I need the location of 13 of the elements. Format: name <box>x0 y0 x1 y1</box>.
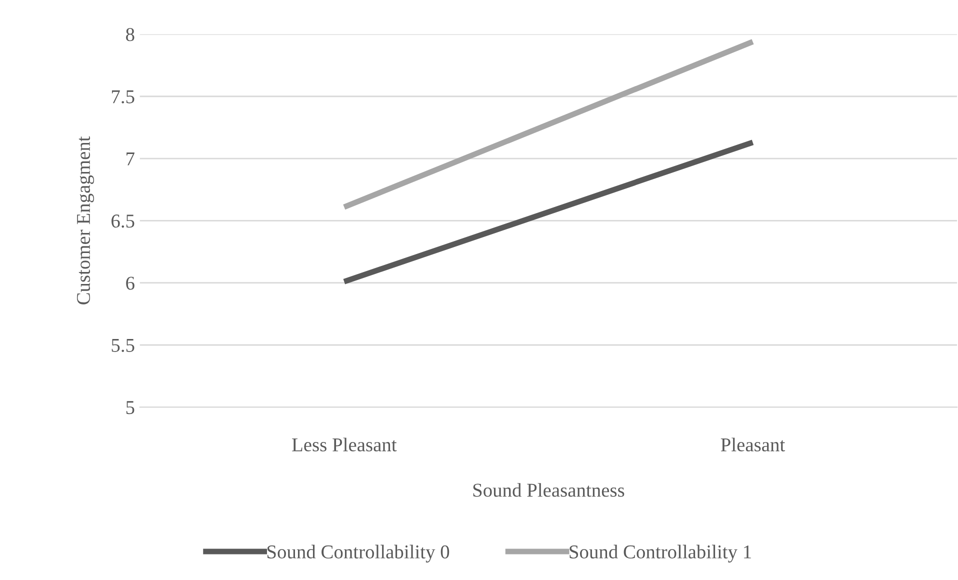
legend-label: Sound Controllability 0 <box>267 544 450 562</box>
y-tick-label: 8 <box>126 28 134 42</box>
legend-label: Sound Controllability 1 <box>570 544 751 562</box>
x-tick-label: Less Pleasant <box>292 438 397 452</box>
y-tick-label: 6 <box>126 276 134 290</box>
y-tick-label: 6.5 <box>112 214 134 228</box>
y-tick-label: 5 <box>126 401 134 414</box>
x-tick-label: Pleasant <box>720 438 786 452</box>
y-tick-label: 7 <box>126 152 134 166</box>
y-tick-label: 7.5 <box>112 90 134 104</box>
x-axis-title: Sound Pleasantness <box>473 483 624 497</box>
y-axis-title: Customer Engagment <box>76 136 94 304</box>
y-tick-label: 5.5 <box>112 339 134 352</box>
